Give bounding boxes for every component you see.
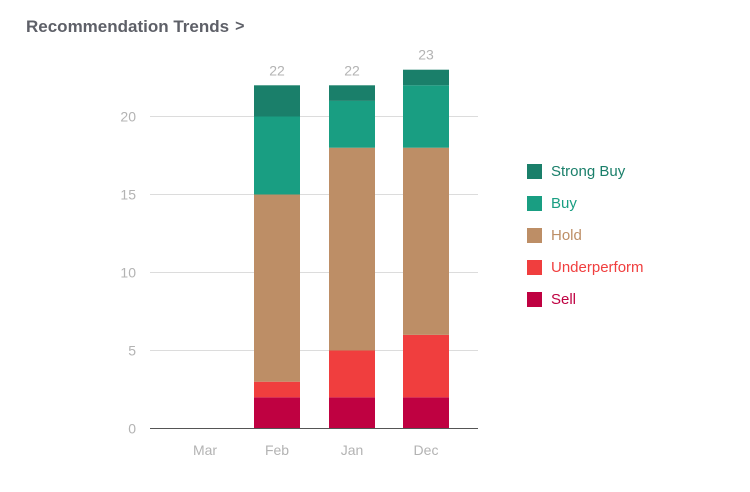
- legend-item-strong-buy[interactable]: Strong Buy: [527, 162, 644, 181]
- bar-total-label: 23: [418, 47, 434, 63]
- legend-swatch: [527, 292, 542, 307]
- legend-label: Buy: [551, 195, 577, 212]
- legend-item-underperform[interactable]: Underperform: [527, 258, 644, 277]
- chart-legend: Strong Buy Buy Hold Underperform Sell: [527, 162, 644, 309]
- y-tick-label: 10: [120, 265, 136, 281]
- legend-label: Underperform: [551, 259, 644, 276]
- bar-segment-strong-buy: [254, 85, 300, 117]
- legend-swatch: [527, 164, 542, 179]
- legend-label: Hold: [551, 227, 582, 244]
- bar-segment-buy: [403, 85, 449, 148]
- x-tick-label: Jan: [341, 442, 364, 458]
- legend-swatch: [527, 228, 542, 243]
- legend-swatch: [527, 260, 542, 275]
- y-tick-label: 0: [128, 421, 136, 437]
- y-tick-label: 5: [128, 343, 136, 359]
- bar-segment-underperform: [254, 381, 300, 398]
- bar-segment-sell: [403, 397, 449, 429]
- legend-label: Sell: [551, 291, 577, 308]
- bar-total-label: 22: [344, 62, 360, 78]
- bar-segment-sell: [329, 397, 375, 429]
- bar-segment-hold: [403, 147, 449, 335]
- chart-title: Recommendation Trends: [26, 17, 230, 36]
- legend-label: Strong Buy: [551, 163, 626, 180]
- legend-item-buy[interactable]: Buy: [527, 194, 644, 213]
- legend-item-sell[interactable]: Sell: [527, 290, 644, 309]
- bar-segment-buy: [254, 116, 300, 195]
- bar-segment-sell: [254, 397, 300, 429]
- chart-title-link[interactable]: Recommendation Trends >: [26, 17, 244, 37]
- bar-segment-buy: [329, 100, 375, 148]
- bar-segment-underperform: [329, 350, 375, 398]
- bar-segment-strong-buy: [329, 85, 375, 101]
- y-tick-label: 20: [120, 109, 136, 125]
- legend-item-hold[interactable]: Hold: [527, 226, 644, 245]
- bar-total-label: 22: [269, 62, 285, 78]
- x-tick-label: Feb: [265, 442, 289, 458]
- y-tick-label: 15: [120, 187, 136, 203]
- bar-segment-hold: [254, 194, 300, 382]
- bar-segment-underperform: [403, 334, 449, 398]
- bar-segment-hold: [329, 147, 375, 351]
- legend-swatch: [527, 196, 542, 211]
- x-tick-label: Dec: [414, 442, 439, 458]
- chevron-right-icon: >: [235, 18, 245, 35]
- x-tick-label: Mar: [193, 442, 217, 458]
- bar-segment-strong-buy: [403, 69, 449, 86]
